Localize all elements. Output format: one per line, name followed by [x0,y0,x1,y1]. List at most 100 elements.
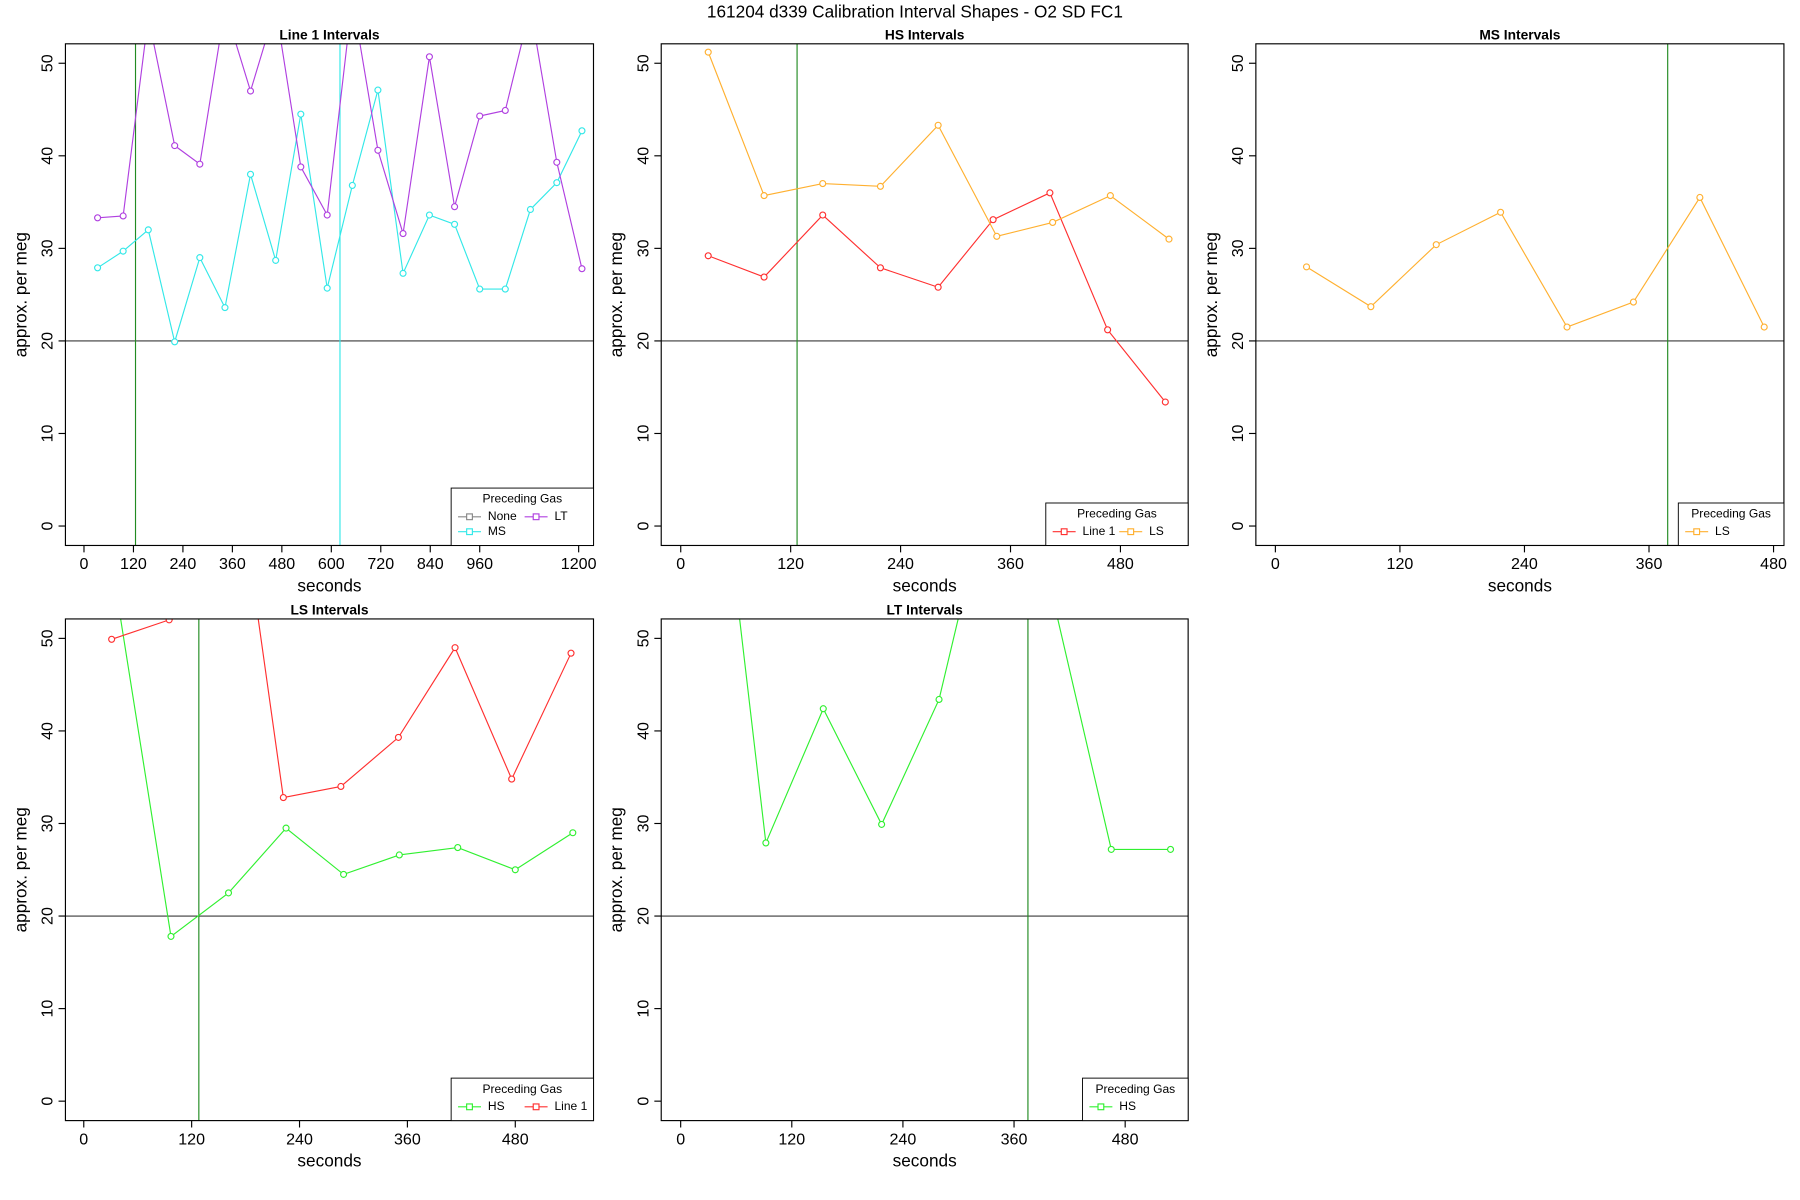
data-point [569,829,577,837]
data-point [1497,208,1505,216]
data-point [451,220,459,228]
panel-title: Line 1 Intervals [279,27,380,42]
data-point [578,265,586,273]
data-point [348,181,356,189]
y-tick-label: 20 [1229,332,1247,350]
panel-title: MS Intervals [1479,27,1560,42]
plot-frame [64,618,595,1122]
data-point [1629,298,1637,306]
data-point [196,254,204,262]
data-point [876,264,884,272]
x-axis-label: seconds [297,1150,361,1170]
x-tick-label: 360 [1636,555,1663,573]
data-point [760,273,768,281]
x-tick-label: 480 [268,555,295,573]
y-tick-label: 20 [38,332,56,350]
data-point [1049,218,1057,227]
data-point [1563,323,1571,331]
x-tick-label: 0 [676,1130,685,1148]
data-point [282,824,290,832]
data-point [762,839,770,847]
legend-box [1677,502,1785,546]
plot-frame [660,618,1189,1122]
y-tick-label: 30 [38,814,56,832]
y-tick-label: 50 [38,629,56,647]
data-point [279,794,287,802]
x-tick-label: 120 [777,555,804,573]
data-point [108,635,116,643]
y-tick-label: 20 [634,907,652,925]
data-point [272,256,280,264]
y-tick-label: 10 [634,424,652,442]
data-point [196,160,204,168]
x-axis-label: seconds [297,575,361,595]
data-point [553,179,561,187]
panel-title: HS Intervals [885,27,965,42]
x-tick-label: 0 [1271,555,1280,573]
x-axis-label: seconds [893,575,957,595]
y-tick-label: 40 [634,147,652,165]
y-tick-label: 30 [1229,239,1247,257]
data-point [144,226,152,234]
data-point [989,216,997,224]
x-tick-label: 240 [890,1130,917,1148]
y-tick-label: 40 [38,722,56,740]
data-point [297,163,305,171]
data-point [1106,192,1114,200]
x-tick-label: 960 [466,555,493,573]
data-point [340,870,348,878]
data-point [819,705,827,713]
legend-marker [1060,528,1068,536]
y-tick-label: 10 [38,1000,56,1018]
data-point [246,170,255,178]
y-axis-label: approx. per meg [10,807,30,932]
data-point [425,53,433,61]
data-point [374,86,382,94]
legend-label: LT [554,509,568,523]
y-tick-label: 0 [1229,522,1247,531]
y-tick-label: 50 [634,54,652,72]
y-tick-label: 30 [38,239,56,257]
x-axis-label: seconds [893,1150,957,1170]
series-line [1306,196,1765,328]
legend-title: Preceding Gas [1095,1082,1175,1096]
data-point [1696,193,1704,202]
data-point [425,211,433,219]
legend-label: HS [1119,1099,1136,1113]
data-point [119,212,127,220]
plot-area [65,43,594,546]
x-tick-label: 480 [1760,555,1787,573]
data-point [399,269,407,277]
data-point [224,889,233,897]
data-point [1760,323,1768,331]
legend-box [1082,1077,1189,1122]
y-tick-label: 30 [634,814,652,832]
y-tick-label: 20 [634,332,652,350]
data-point [934,121,942,129]
data-point [1104,326,1112,334]
data-point [476,285,484,293]
data-point [1046,189,1054,197]
data-point [451,203,459,211]
data-point [94,264,102,272]
x-tick-label: 120 [778,1130,805,1148]
y-tick-label: 30 [634,239,652,257]
data-point [876,182,884,190]
y-tick-label: 40 [634,722,652,740]
x-tick-label: 480 [502,1130,529,1148]
data-point [323,211,331,219]
data-point [1432,241,1440,249]
legend-label: LS [1715,524,1730,538]
data-point [819,180,827,188]
data-point [567,649,575,657]
data-point [394,733,402,741]
data-point [297,110,305,118]
x-tick-label: 0 [79,1130,88,1148]
x-tick-label: 600 [318,555,345,573]
x-tick-label: 480 [1112,1130,1139,1148]
data-point [704,252,712,260]
x-tick-label: 240 [887,555,914,573]
y-tick-label: 10 [38,424,56,442]
data-point [395,851,403,859]
